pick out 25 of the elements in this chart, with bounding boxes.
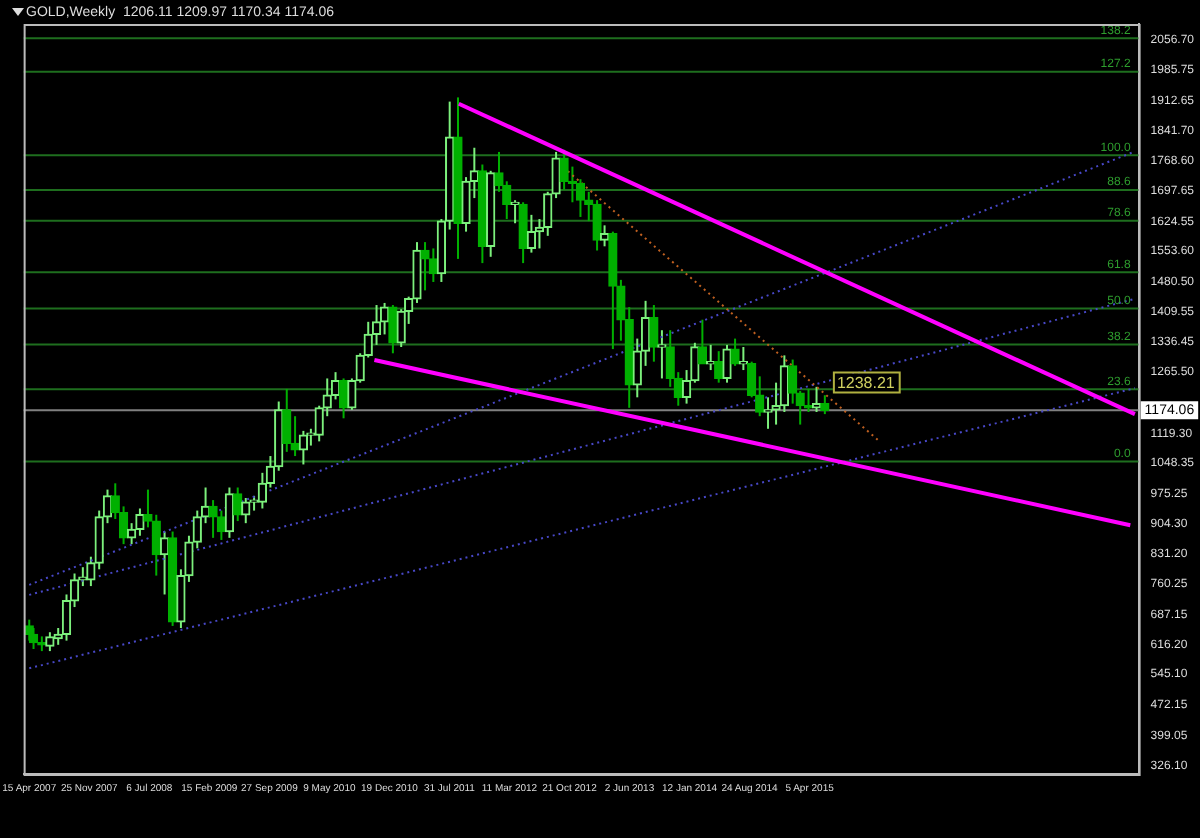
candlestick (599, 224, 610, 248)
candlestick (518, 201, 528, 265)
annotation: 1238.21 (836, 373, 896, 392)
candlestick (420, 241, 430, 292)
candlestick (45, 631, 55, 653)
candlestick (428, 247, 438, 283)
candlestick (730, 337, 740, 367)
candlestick (697, 318, 708, 365)
candlestick (159, 530, 170, 596)
candlestick (224, 486, 235, 539)
candlestick (592, 199, 602, 252)
candlestick (208, 499, 218, 539)
candlestick (24, 618, 34, 642)
candlestick (135, 507, 145, 537)
candlestick (298, 429, 309, 466)
candlestick (722, 343, 732, 384)
candlestick (526, 213, 537, 254)
candlestick (820, 394, 830, 416)
candlestick (649, 304, 659, 363)
candlestick (282, 387, 292, 453)
candlestick (714, 350, 724, 384)
candlestick (233, 486, 243, 523)
candlestick (388, 304, 398, 355)
candlestick (338, 377, 349, 420)
candlestick (657, 329, 667, 380)
